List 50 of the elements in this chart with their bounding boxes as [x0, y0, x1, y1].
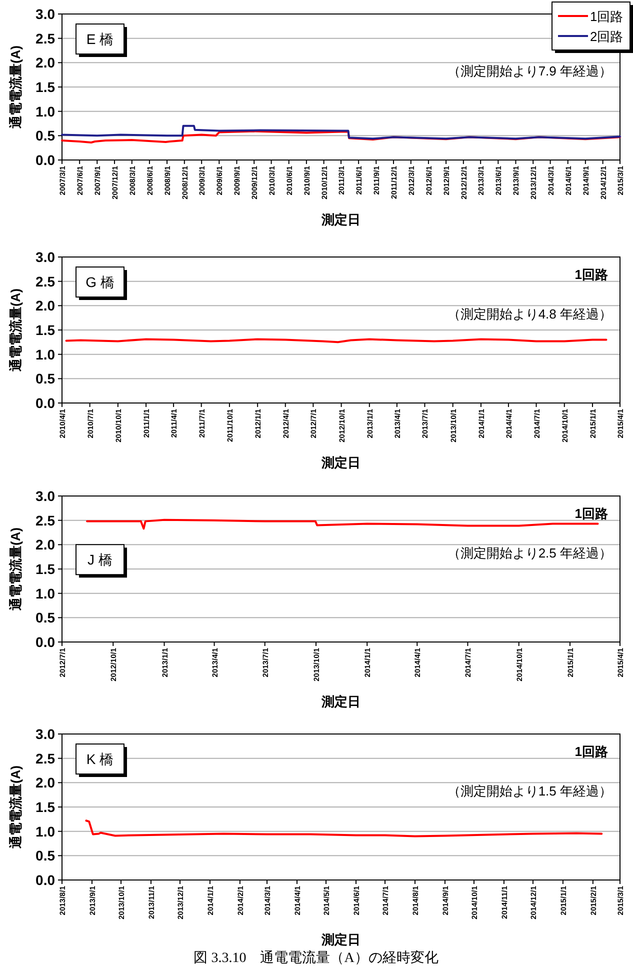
y-tick-label: 1.5	[36, 322, 56, 338]
y-tick-label: 2.5	[36, 512, 56, 528]
y-tick-label: 0.5	[36, 128, 56, 144]
text: E 橋	[86, 31, 114, 47]
text: K 橋	[86, 751, 114, 767]
y-tick-label: 2.5	[36, 30, 56, 46]
y-axis-title: 通電電流量(A)	[8, 765, 23, 850]
annotation: （測定開始より7.9 年経過）	[447, 63, 612, 78]
annotation: （測定開始より4.8 年経過）	[447, 306, 612, 322]
annotation: 1回路	[574, 267, 608, 282]
x-axis-title: 測定日	[320, 694, 360, 709]
y-tick-label: 1.0	[36, 585, 56, 602]
annotation: 1回路	[574, 506, 608, 521]
y-tick-label: 3.0	[36, 726, 56, 742]
y-tick-label: 3.0	[36, 6, 56, 22]
y-tick-label: 3.0	[36, 488, 56, 504]
y-tick-label: 0.5	[36, 370, 56, 387]
y-tick-label: 1.0	[36, 823, 56, 840]
annotation: （測定開始より1.5 年経過）	[447, 783, 612, 798]
text: J 橋	[88, 552, 112, 568]
annotation: （測定開始より2.5 年経過）	[447, 545, 612, 560]
y-tick-label: 0.0	[36, 395, 56, 411]
y-tick-label: 1.5	[36, 799, 56, 815]
y-tick-label: 1.0	[36, 346, 56, 362]
y-tick-label: 1.0	[36, 103, 56, 120]
y-tick-label: 0.5	[36, 848, 56, 864]
y-tick-label: 0.0	[36, 872, 56, 888]
y-axis-title: 通電電流量(A)	[8, 527, 23, 612]
legend-label: 1回路	[590, 9, 624, 24]
y-tick-label: 1.5	[36, 561, 56, 577]
y-tick-label: 2.0	[36, 54, 56, 71]
y-tick-label: 2.0	[36, 774, 56, 791]
legend-label: 2回路	[590, 29, 624, 44]
y-axis-title: 通電電流量(A)	[8, 45, 23, 130]
y-tick-label: 0.0	[36, 152, 56, 168]
y-tick-label: 2.5	[36, 750, 56, 766]
caption: 図 3.3.10 通電電流量（A）の経時変化	[194, 950, 438, 966]
x-axis-title: 測定日	[320, 212, 360, 227]
y-tick-label: 0.0	[36, 634, 56, 650]
x-axis-title: 測定日	[320, 932, 360, 947]
y-tick-label: 2.0	[36, 298, 56, 314]
y-tick-label: 1.5	[36, 79, 56, 95]
y-tick-label: 2.0	[36, 536, 56, 553]
y-tick-label: 3.0	[36, 249, 56, 265]
y-tick-label: 0.5	[36, 610, 56, 626]
x-axis-title: 測定日	[320, 455, 360, 470]
y-tick-label: 2.5	[36, 273, 56, 290]
y-axis-title: 通電電流量(A)	[8, 288, 23, 373]
text: G 橋	[86, 274, 114, 290]
annotation: 1回路	[574, 744, 608, 759]
